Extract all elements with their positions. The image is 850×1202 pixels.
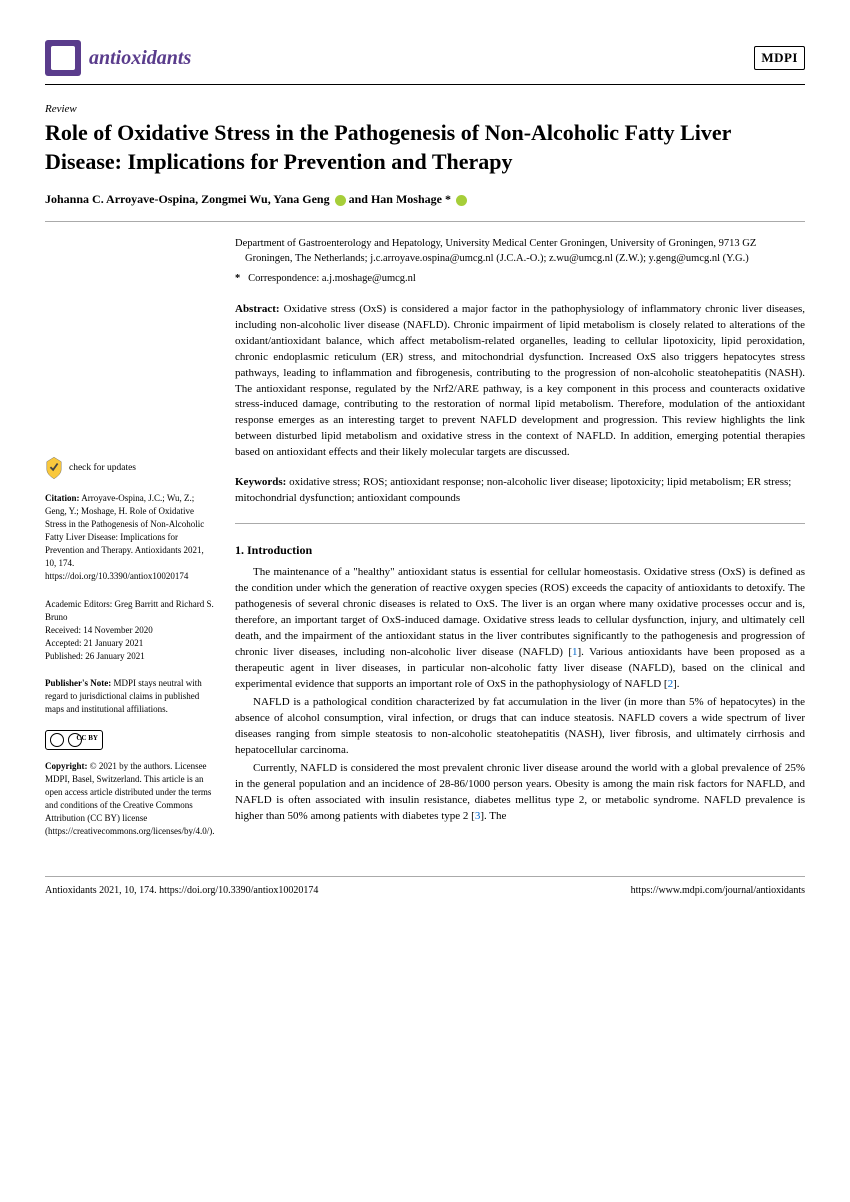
article-title: Role of Oxidative Stress in the Pathogen… (45, 119, 805, 176)
section-heading: 1. Introduction (235, 542, 805, 559)
editors-block: Academic Editors: Greg Barritt and Richa… (45, 598, 215, 663)
abstract-label: Abstract: (235, 303, 280, 315)
keywords-block: Keywords: oxidative stress; ROS; antioxi… (235, 475, 805, 524)
journal-name: antioxidants (89, 47, 191, 70)
ref-link[interactable]: 1 (572, 646, 578, 658)
publisher-logo: MDPI (754, 46, 805, 70)
page-footer: Antioxidants 2021, 10, 174. https://doi.… (45, 876, 805, 896)
check-updates-badge[interactable]: check for updates (45, 456, 215, 480)
ref-link[interactable]: 3 (475, 810, 481, 822)
keywords-label: Keywords: (235, 476, 286, 488)
editors-text: Academic Editors: Greg Barritt and Richa… (45, 598, 215, 624)
paragraph: Currently, NAFLD is considered the most … (235, 761, 805, 825)
corr-text: Correspondence: a.j.moshage@umcg.nl (248, 273, 416, 284)
authors-line: Johanna C. Arroyave-Ospina, Zongmei Wu, … (45, 192, 805, 222)
paragraph: The maintenance of a "healthy" antioxida… (235, 565, 805, 693)
journal-logo: antioxidants (45, 40, 191, 76)
corr-mark: * (235, 273, 240, 284)
article-type: Review (45, 103, 805, 115)
citation-text: Arroyave-Ospina, J.C.; Wu, Z.; Geng, Y.;… (45, 493, 204, 581)
check-updates-text: check for updates (69, 463, 136, 473)
publisher-note-block: Publisher's Note: MDPI stays neutral wit… (45, 677, 215, 716)
copyright-text: © 2021 by the authors. Licensee MDPI, Ba… (45, 761, 215, 836)
citation-block: Citation: Arroyave-Ospina, J.C.; Wu, Z.;… (45, 492, 215, 583)
keywords-text: oxidative stress; ROS; antioxidant respo… (235, 476, 791, 504)
footer-right: https://www.mdpi.com/journal/antioxidant… (631, 885, 805, 896)
abstract-text: Oxidative stress (OxS) is considered a m… (235, 303, 805, 458)
footer-left: Antioxidants 2021, 10, 174. https://doi.… (45, 885, 318, 896)
authors-last: and Han Moshage * (349, 192, 451, 206)
abstract-block: Abstract: Oxidative stress (OxS) is cons… (235, 302, 805, 461)
affiliation: Department of Gastroenterology and Hepat… (235, 236, 805, 266)
published-date: Published: 26 January 2021 (45, 650, 215, 663)
license-block: Copyright: © 2021 by the authors. Licens… (45, 730, 215, 838)
correspondence: * Correspondence: a.j.moshage@umcg.nl (235, 271, 805, 286)
journal-logo-icon (45, 40, 81, 76)
copyright-label: Copyright: (45, 761, 88, 771)
received-date: Received: 14 November 2020 (45, 624, 215, 637)
citation-label: Citation: (45, 493, 80, 503)
orcid-icon[interactable] (456, 195, 467, 206)
sidebar: check for updates Citation: Arroyave-Osp… (45, 236, 215, 852)
header-bar: antioxidants MDPI (45, 40, 805, 85)
cc-by-icon[interactable] (45, 730, 103, 750)
paragraph: NAFLD is a pathological condition charac… (235, 695, 805, 759)
main-content: Department of Gastroenterology and Hepat… (235, 236, 805, 852)
publisher-note-label: Publisher's Note: (45, 678, 111, 688)
accepted-date: Accepted: 21 January 2021 (45, 637, 215, 650)
ref-link[interactable]: 2 (668, 678, 674, 690)
authors-main: Johanna C. Arroyave-Ospina, Zongmei Wu, … (45, 192, 330, 206)
orcid-icon[interactable] (335, 195, 346, 206)
check-updates-icon (45, 456, 63, 480)
